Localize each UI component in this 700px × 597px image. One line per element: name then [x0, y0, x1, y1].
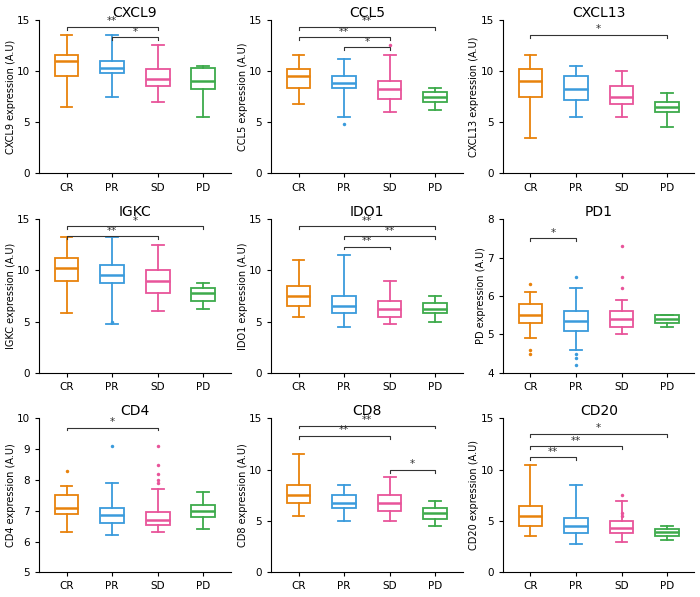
Text: *: *	[109, 417, 115, 427]
Text: *: *	[364, 37, 370, 47]
Text: **: **	[571, 436, 581, 446]
Title: IDO1: IDO1	[349, 205, 384, 219]
Title: CD4: CD4	[120, 405, 150, 418]
PathPatch shape	[564, 518, 588, 534]
Title: PD1: PD1	[584, 205, 612, 219]
PathPatch shape	[100, 265, 124, 282]
PathPatch shape	[332, 496, 356, 508]
Text: *: *	[551, 228, 556, 238]
PathPatch shape	[55, 56, 78, 76]
PathPatch shape	[287, 286, 310, 306]
PathPatch shape	[564, 76, 588, 100]
PathPatch shape	[424, 303, 447, 313]
PathPatch shape	[424, 508, 447, 519]
PathPatch shape	[146, 270, 169, 293]
Text: **: **	[362, 216, 372, 226]
Y-axis label: IGKC expression (A.U): IGKC expression (A.U)	[6, 243, 15, 349]
PathPatch shape	[332, 296, 356, 313]
PathPatch shape	[378, 496, 402, 511]
Y-axis label: CXCL9 expression (A.U): CXCL9 expression (A.U)	[6, 39, 15, 153]
PathPatch shape	[146, 512, 169, 525]
PathPatch shape	[287, 485, 310, 503]
Text: **: **	[107, 16, 117, 26]
PathPatch shape	[519, 506, 543, 526]
PathPatch shape	[191, 68, 215, 90]
PathPatch shape	[424, 93, 447, 101]
Text: *: *	[596, 24, 601, 35]
PathPatch shape	[519, 304, 543, 323]
Y-axis label: CCL5 expression (A.U): CCL5 expression (A.U)	[237, 42, 248, 151]
Text: *: *	[132, 216, 137, 226]
PathPatch shape	[55, 496, 78, 514]
Text: *: *	[596, 423, 601, 433]
Y-axis label: CD4 expression (A.U): CD4 expression (A.U)	[6, 444, 15, 547]
PathPatch shape	[610, 521, 634, 534]
Text: **: **	[339, 26, 349, 36]
Title: CD20: CD20	[580, 405, 618, 418]
PathPatch shape	[100, 61, 124, 73]
Text: **: **	[362, 415, 372, 425]
Text: **: **	[339, 426, 349, 435]
Text: **: **	[384, 226, 395, 236]
Title: CXCL13: CXCL13	[572, 5, 626, 20]
PathPatch shape	[100, 508, 124, 523]
Title: CD8: CD8	[352, 405, 382, 418]
PathPatch shape	[191, 504, 215, 517]
Y-axis label: CXCL13 expression (A.U): CXCL13 expression (A.U)	[470, 36, 480, 156]
Text: **: **	[107, 226, 117, 236]
Text: *: *	[410, 459, 415, 469]
Y-axis label: PD expression (A.U): PD expression (A.U)	[476, 248, 486, 344]
Text: *: *	[132, 26, 137, 36]
Y-axis label: CD8 expression (A.U): CD8 expression (A.U)	[237, 444, 248, 547]
PathPatch shape	[564, 312, 588, 331]
PathPatch shape	[378, 301, 402, 316]
Title: CXCL9: CXCL9	[113, 5, 158, 20]
PathPatch shape	[655, 101, 679, 112]
Title: CCL5: CCL5	[349, 5, 385, 20]
PathPatch shape	[610, 86, 634, 104]
Y-axis label: CD20 expression (A.U): CD20 expression (A.U)	[470, 441, 480, 550]
PathPatch shape	[332, 76, 356, 88]
Title: IGKC: IGKC	[118, 205, 151, 219]
PathPatch shape	[378, 81, 402, 99]
PathPatch shape	[655, 530, 679, 537]
PathPatch shape	[519, 69, 543, 97]
PathPatch shape	[146, 69, 169, 86]
PathPatch shape	[610, 312, 634, 327]
PathPatch shape	[287, 69, 310, 88]
Text: **: **	[362, 16, 372, 26]
Text: **: **	[362, 236, 372, 247]
PathPatch shape	[55, 258, 78, 281]
PathPatch shape	[191, 288, 215, 301]
Y-axis label: IDO1 expression (A.U): IDO1 expression (A.U)	[237, 242, 248, 350]
PathPatch shape	[655, 315, 679, 323]
Text: **: **	[548, 447, 559, 457]
